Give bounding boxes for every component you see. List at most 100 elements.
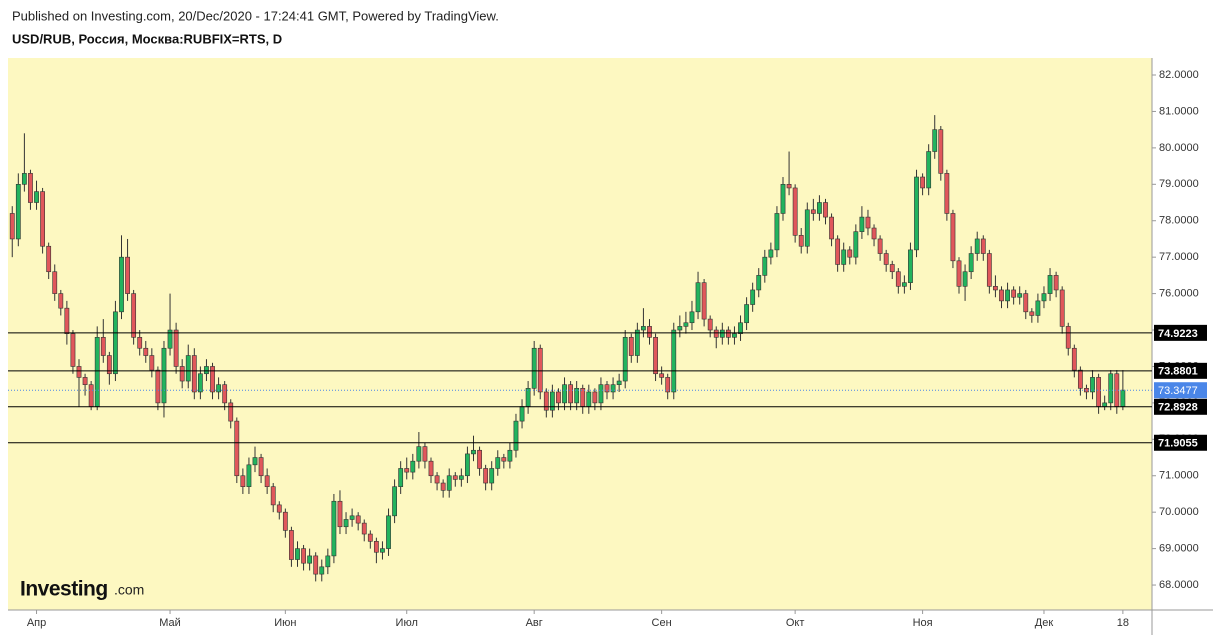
candle-body	[270, 486, 276, 506]
candle-body	[471, 449, 476, 455]
candle-body	[531, 347, 537, 389]
candle-body	[483, 468, 489, 484]
candle-body	[137, 337, 143, 349]
candle-body	[113, 311, 118, 375]
candle-body	[786, 184, 792, 189]
candle-body	[847, 249, 853, 258]
x-tick-label: Дек	[1035, 617, 1054, 629]
level-label: 72.8928	[1158, 402, 1198, 414]
candle-body	[701, 282, 707, 320]
candle-body	[76, 366, 82, 378]
candle-body	[1029, 311, 1035, 316]
candle-body	[507, 449, 513, 462]
logo: Investing	[20, 578, 108, 601]
candle-body	[574, 388, 580, 404]
candle-body	[634, 329, 640, 356]
candle-body	[829, 216, 834, 240]
candle-body	[1005, 289, 1010, 302]
candle-body	[865, 216, 871, 229]
candle-body	[94, 337, 100, 407]
candle-body	[331, 500, 337, 557]
candle-body	[191, 355, 197, 393]
candle-body	[562, 384, 567, 404]
candle-body	[871, 227, 877, 240]
candle-body	[641, 326, 646, 331]
candle-body	[355, 515, 361, 524]
candle-body	[859, 216, 865, 232]
candle-body	[465, 453, 470, 477]
candle-body	[938, 129, 944, 174]
candle-body	[525, 388, 531, 407]
candle-body	[586, 391, 592, 407]
candle-body	[823, 202, 828, 218]
candle-body	[64, 307, 70, 334]
candle-body	[361, 522, 367, 535]
candle-body	[962, 271, 968, 287]
level-label-box	[1154, 434, 1207, 451]
candle-body	[295, 548, 300, 560]
x-tick-label: Май	[159, 617, 181, 629]
candle-body	[477, 449, 482, 469]
candle-body	[914, 176, 919, 251]
x-tick-label: Окт	[786, 617, 805, 629]
candle-body	[592, 391, 598, 404]
candle-body	[1053, 275, 1059, 291]
candle-body	[422, 446, 428, 462]
candle-body	[440, 482, 446, 491]
candle-body	[653, 337, 658, 375]
candle-body	[143, 347, 149, 356]
candle-body	[568, 384, 573, 404]
candle-body	[889, 264, 895, 273]
candle-body	[895, 271, 901, 287]
candle-body	[15, 184, 21, 240]
candle-body	[155, 369, 161, 404]
candle-body	[204, 366, 209, 375]
candle-body	[161, 347, 167, 404]
candle-body	[489, 468, 495, 484]
candle-body	[313, 555, 319, 575]
candle-body	[756, 275, 762, 291]
candle-body	[398, 468, 404, 487]
last-price-label: 73.3477	[1158, 385, 1198, 397]
candle-body	[9, 213, 15, 240]
candle-body	[901, 282, 907, 287]
candle-body	[88, 384, 94, 407]
candle-body	[434, 475, 440, 484]
candle-body	[999, 289, 1004, 302]
candle-body	[792, 187, 798, 236]
candle-body	[380, 548, 385, 553]
candle-body	[58, 293, 64, 309]
candle-body	[119, 256, 124, 313]
candle-body	[319, 566, 325, 575]
level-label-box	[1154, 398, 1207, 415]
candle-body	[513, 420, 519, 451]
candle-body	[228, 402, 234, 422]
candle-body	[556, 391, 561, 404]
y-tick-label: 68.0000	[1159, 579, 1199, 591]
candle-body	[131, 293, 137, 338]
candle-body	[386, 515, 391, 549]
candle-body	[610, 384, 616, 393]
candle-body	[21, 173, 27, 185]
candle-body	[549, 391, 555, 411]
candle-body	[46, 245, 52, 273]
last-price-box	[1154, 382, 1207, 399]
candle-body	[519, 406, 525, 422]
candle-body	[100, 337, 106, 356]
candle-body	[853, 231, 859, 258]
candle-body	[1035, 300, 1041, 316]
candle-body	[264, 475, 270, 487]
y-tick-label: 77.0000	[1159, 251, 1199, 263]
candle-body	[495, 457, 501, 469]
candle-body	[179, 366, 185, 382]
candle-body	[1059, 289, 1065, 327]
candle-body	[149, 355, 155, 371]
candle-body	[185, 355, 191, 382]
y-tick-label: 69.0000	[1159, 543, 1199, 555]
candle-body	[932, 129, 938, 152]
x-tick-label: Сен	[652, 617, 672, 629]
x-tick-label: Авг	[526, 617, 543, 629]
logo-suffix: .com	[114, 582, 144, 598]
y-tick-label: 80.0000	[1159, 142, 1199, 154]
candle-body	[689, 311, 695, 324]
